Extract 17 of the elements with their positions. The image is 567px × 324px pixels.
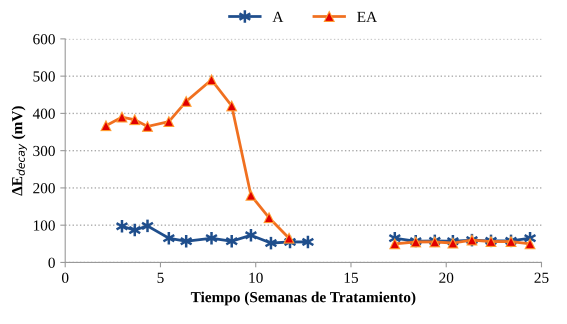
y-tick-label: 0 [48, 258, 55, 268]
legend-label: EA [357, 12, 377, 22]
x-tick-label: 10 [249, 272, 263, 283]
y-axis-title: ΔE$_{decay}$ (mV) [12, 106, 27, 196]
x-axis-title: Tiempo (Semanas de Tratamiento) [190, 292, 416, 306]
y-tick-label: 100 [34, 220, 55, 231]
x-tick-label: 5 [158, 272, 164, 283]
y-tick-label: 400 [32, 108, 55, 119]
y-tick-label: 500 [33, 71, 55, 82]
y-tick-label: 600 [33, 34, 55, 44]
x-tick-label: 0 [62, 272, 68, 283]
x-tick-label: 25 [534, 272, 549, 283]
legend-label: A [272, 12, 284, 22]
y-tick-label: 200 [33, 183, 55, 194]
y-tick-label: 300 [33, 146, 55, 156]
x-tick-label: 15 [344, 272, 358, 283]
x-tick-label: 20 [439, 272, 454, 283]
